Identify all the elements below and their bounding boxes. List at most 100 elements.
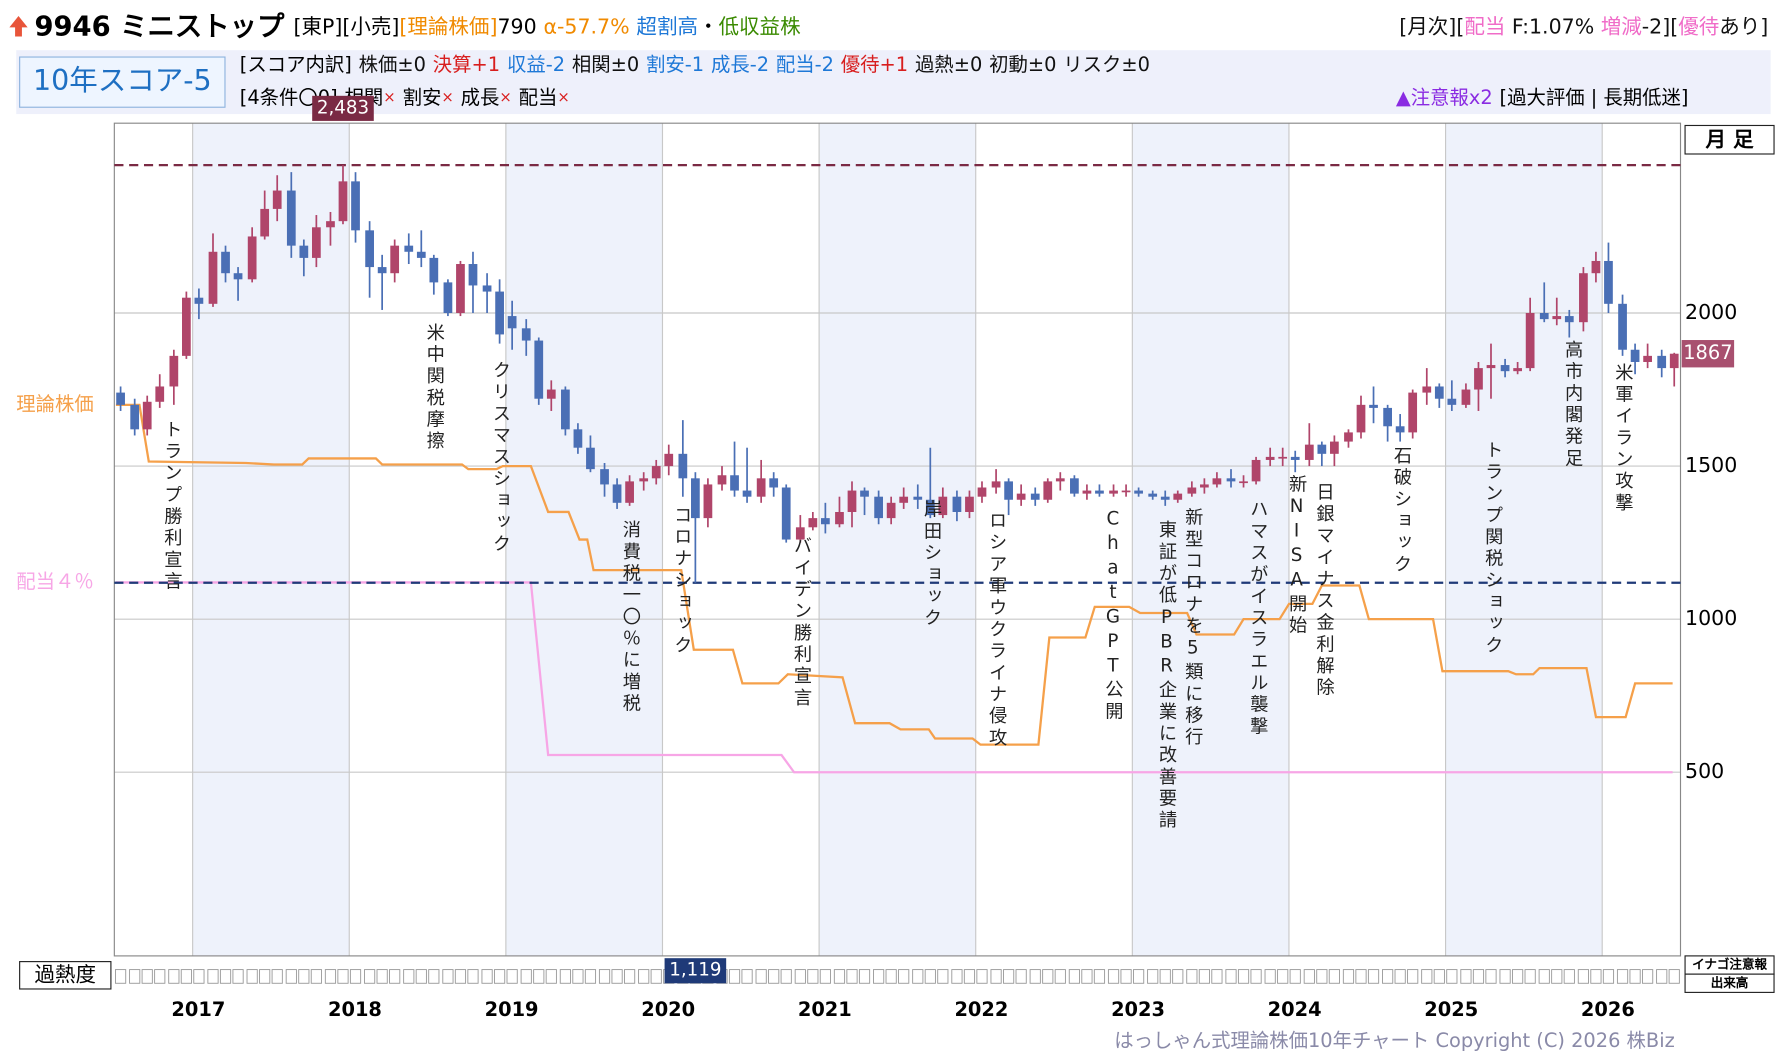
overheat-cell (1186, 969, 1198, 984)
overheat-cell (1382, 969, 1394, 984)
candle-body (1212, 478, 1222, 485)
overheat-cell (1577, 969, 1589, 984)
candle-body (194, 297, 204, 304)
overheat-cell (598, 969, 611, 984)
x-tick-label: 2021 (798, 998, 852, 1021)
overheat-cell (1446, 969, 1458, 984)
candle-body (1525, 313, 1535, 369)
footer: はっしゃん式理論株価10年チャート Copyright (C) 2026 株Bi… (1114, 1029, 1675, 1052)
candle-body (1474, 368, 1483, 390)
overheat-cell (545, 969, 557, 984)
candle-body (1265, 456, 1275, 460)
candle-body (351, 181, 360, 231)
overheat-box (19, 961, 112, 990)
overheat-cell (246, 969, 258, 984)
candle-body (1278, 456, 1288, 459)
overheat-cell (833, 969, 846, 984)
event-annotation: ロシア軍ウクライナ侵攻 (986, 511, 1007, 749)
candle-body (1317, 444, 1327, 454)
overheat-cell (885, 969, 897, 984)
overheat-cell (858, 969, 871, 984)
x-tick-label: 2024 (1268, 998, 1322, 1021)
overheat-cell (1524, 969, 1536, 984)
overheat-cell (533, 969, 545, 984)
candle-body (1630, 349, 1640, 362)
event-annotation: 消費税一〇％に増税 (620, 520, 641, 715)
overheat-cell (481, 969, 493, 984)
candle-body (1330, 441, 1339, 454)
candle-body (952, 496, 962, 512)
event-annotation: バイデン勝利宣言 (791, 536, 812, 709)
candle-body (1422, 386, 1432, 393)
overheat-cell (376, 969, 388, 984)
candle-body (1290, 456, 1300, 460)
overheat-cell (768, 969, 780, 984)
overheat-cell (389, 969, 401, 984)
overheat-cell (924, 969, 936, 984)
overheat-cell (337, 969, 349, 984)
overheat-cell (976, 969, 988, 984)
overheat-cell (1133, 969, 1145, 984)
condition-item: 成長 (461, 86, 500, 109)
event-annotation: 岸田ショック (921, 500, 942, 630)
overheat-cell (873, 969, 885, 984)
event-annotation: 石破ショック (1391, 446, 1412, 576)
candle-body (925, 499, 935, 516)
condition-mark: × (383, 89, 395, 106)
overheat-cell (1237, 969, 1250, 984)
monthly-segment: 配当 (1464, 14, 1505, 38)
overheat-cell (1225, 969, 1237, 984)
candle-body (272, 190, 282, 209)
candle-body (116, 392, 125, 405)
candle-body (860, 490, 869, 497)
candle-body (1669, 353, 1679, 369)
overheat-cell (1590, 969, 1602, 984)
candle-body (1513, 368, 1522, 372)
candle-body (1148, 493, 1158, 497)
score-item: 収益-2 (507, 53, 565, 76)
event-annotation: トランプ関税ショック (1482, 440, 1503, 657)
candle-body (221, 251, 230, 274)
dividend-line-label: 配当４％ (16, 570, 94, 593)
score-item: 過熱±0 (915, 53, 982, 76)
candle-body (169, 355, 179, 387)
overheat-cell (219, 969, 232, 984)
candle-body (534, 340, 544, 399)
candle-body (182, 297, 191, 356)
candle-body (1109, 490, 1118, 494)
x-tick-label: 2022 (954, 998, 1008, 1021)
candle-body (1134, 490, 1143, 494)
event-annotation: ChatGPT公開 (1102, 509, 1123, 723)
overheat-cell (794, 969, 806, 984)
candle-body (1408, 392, 1418, 433)
x-tick-label: 2018 (328, 998, 382, 1021)
candle-body (1055, 478, 1065, 482)
year-band (1445, 123, 1603, 956)
candle-body (1187, 487, 1197, 494)
overheat-cell (1159, 969, 1171, 984)
overheat-cell (349, 969, 362, 984)
dot: ・ (698, 14, 719, 38)
candle-body (1395, 426, 1405, 433)
event-annotation: 高市内閣発足 (1562, 340, 1583, 470)
overheat-cell (403, 969, 415, 984)
overheat-cell (1054, 969, 1066, 984)
overheat-cell (1394, 969, 1406, 984)
overheat-cell (1042, 969, 1054, 984)
candle-body (1383, 407, 1392, 427)
overheat-cell (232, 969, 244, 984)
candle-body (703, 484, 713, 519)
candle-body (899, 496, 909, 503)
overheat-cell (951, 969, 963, 984)
x-tick-label: 2026 (1581, 998, 1635, 1021)
candle-body (913, 496, 923, 500)
candle-body (1239, 481, 1248, 484)
candle-body (1447, 398, 1457, 405)
candle-body (247, 236, 257, 280)
candle-body (1657, 355, 1667, 369)
overheat-cell (937, 969, 949, 984)
overheat-cell (1303, 969, 1315, 984)
theory-line-label: 理論株価 (16, 392, 94, 415)
overheat-cell (638, 969, 650, 984)
overheat-cell (819, 969, 831, 984)
